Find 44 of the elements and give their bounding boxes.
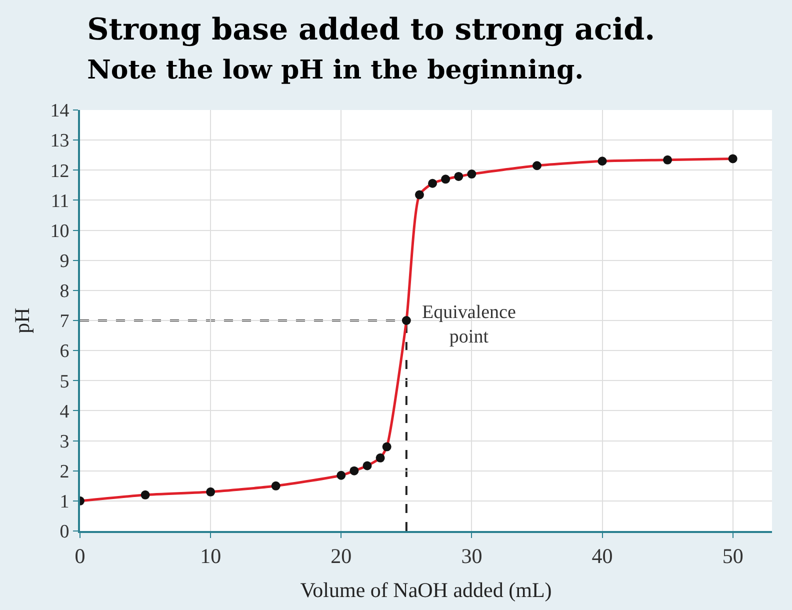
point xyxy=(376,453,385,462)
x-tick-label: 20 xyxy=(330,544,352,568)
point xyxy=(382,442,392,452)
x-tick-label: 0 xyxy=(74,544,86,568)
y-tick-label: 4 xyxy=(60,401,70,422)
x-axis-title: Volume of NaOH added (mL) xyxy=(300,578,552,602)
point xyxy=(206,487,216,496)
y-tick-label: 6 xyxy=(60,341,70,362)
point xyxy=(467,170,476,179)
point xyxy=(728,154,738,164)
y-tick-label: 14 xyxy=(50,100,70,122)
x-tick-label: 10 xyxy=(200,544,222,568)
chart-title: Strong base added to strong acid. xyxy=(87,12,656,48)
x-tick-label: 50 xyxy=(722,544,744,568)
y-tick-label: 9 xyxy=(60,251,70,272)
y-tick-label: 3 xyxy=(60,431,70,452)
y-tick-label: 12 xyxy=(50,160,70,182)
y-tick-label: 8 xyxy=(60,281,70,302)
y-tick-label: 1 xyxy=(60,492,70,513)
y-axis-title: pH xyxy=(10,308,34,334)
point xyxy=(454,172,464,181)
y-tick-label: 10 xyxy=(50,220,70,242)
point xyxy=(336,470,346,480)
x-tick-label: 30 xyxy=(461,544,482,568)
point xyxy=(441,174,450,184)
point xyxy=(598,156,607,166)
annotation: Equivalence point xyxy=(422,302,516,348)
point xyxy=(271,481,280,490)
chart-subtitle: Note the low pH in the beginning. xyxy=(87,56,584,86)
point xyxy=(350,466,359,476)
x-tick-label: 40 xyxy=(592,544,613,568)
y-tick-label: 7 xyxy=(60,311,70,332)
y-tick-label: 2 xyxy=(60,462,70,483)
point xyxy=(362,461,372,470)
y-tick-label: 5 xyxy=(60,371,70,392)
point xyxy=(532,161,542,170)
point xyxy=(414,190,424,200)
point xyxy=(663,155,672,164)
point xyxy=(402,316,411,325)
point xyxy=(428,178,438,188)
y-tick-label: 0 xyxy=(60,522,70,543)
y-tick-label: 11 xyxy=(50,190,70,212)
point xyxy=(140,490,150,500)
y-tick-label: 13 xyxy=(50,130,70,152)
